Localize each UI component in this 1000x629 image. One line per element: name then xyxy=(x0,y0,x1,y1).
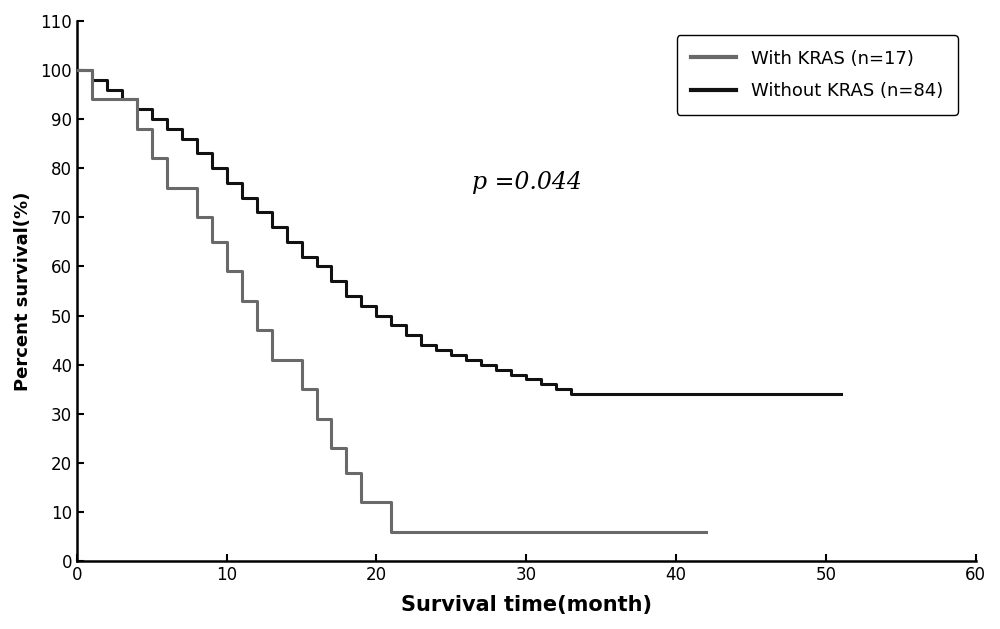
Without KRAS (n=84) xyxy=(415,342,427,349)
With KRAS (n=17) xyxy=(281,356,293,364)
With KRAS (n=17) xyxy=(146,155,158,162)
X-axis label: Survival time(month): Survival time(month) xyxy=(401,595,652,615)
Without KRAS (n=84) xyxy=(281,238,293,246)
Without KRAS (n=84) xyxy=(835,391,847,398)
Without KRAS (n=84) xyxy=(325,277,337,285)
With KRAS (n=17) xyxy=(176,184,188,192)
With KRAS (n=17) xyxy=(131,125,143,133)
Without KRAS (n=84) xyxy=(490,366,502,374)
Without KRAS (n=84) xyxy=(445,351,457,359)
Without KRAS (n=84) xyxy=(355,302,367,309)
Without KRAS (n=84) xyxy=(625,391,637,398)
Without KRAS (n=84) xyxy=(161,125,173,133)
With KRAS (n=17) xyxy=(311,415,323,423)
Without KRAS (n=84) xyxy=(236,194,248,201)
With KRAS (n=17) xyxy=(266,356,278,364)
With KRAS (n=17) xyxy=(221,267,233,275)
Without KRAS (n=84) xyxy=(206,164,218,172)
With KRAS (n=17) xyxy=(325,445,337,452)
With KRAS (n=17) xyxy=(445,528,457,535)
With KRAS (n=17) xyxy=(251,326,263,334)
Without KRAS (n=84) xyxy=(101,86,113,94)
With KRAS (n=17) xyxy=(355,498,367,506)
Without KRAS (n=84) xyxy=(565,391,577,398)
Y-axis label: Percent survival(%): Percent survival(%) xyxy=(14,191,32,391)
Line: With KRAS (n=17): With KRAS (n=17) xyxy=(77,70,706,532)
Legend: With KRAS (n=17), Without KRAS (n=84): With KRAS (n=17), Without KRAS (n=84) xyxy=(677,35,958,114)
With KRAS (n=17) xyxy=(385,528,397,535)
With KRAS (n=17) xyxy=(71,66,83,74)
With KRAS (n=17) xyxy=(340,469,352,477)
Without KRAS (n=84) xyxy=(340,292,352,299)
Without KRAS (n=84) xyxy=(550,386,562,393)
With KRAS (n=17) xyxy=(700,528,712,535)
With KRAS (n=17) xyxy=(206,238,218,246)
Without KRAS (n=84) xyxy=(71,66,83,74)
Without KRAS (n=84) xyxy=(221,179,233,187)
Without KRAS (n=84) xyxy=(430,346,442,353)
With KRAS (n=17) xyxy=(400,528,412,535)
Line: Without KRAS (n=84): Without KRAS (n=84) xyxy=(77,70,841,394)
Without KRAS (n=84) xyxy=(520,376,532,383)
Without KRAS (n=84) xyxy=(131,106,143,113)
Without KRAS (n=84) xyxy=(610,391,622,398)
Without KRAS (n=84) xyxy=(700,391,712,398)
With KRAS (n=17) xyxy=(101,96,113,103)
Without KRAS (n=84) xyxy=(266,223,278,231)
Without KRAS (n=84) xyxy=(176,135,188,143)
Without KRAS (n=84) xyxy=(535,381,547,388)
Without KRAS (n=84) xyxy=(670,391,682,398)
With KRAS (n=17) xyxy=(415,528,427,535)
Without KRAS (n=84) xyxy=(505,370,517,378)
With KRAS (n=17) xyxy=(296,386,308,393)
Without KRAS (n=84) xyxy=(655,391,667,398)
With KRAS (n=17) xyxy=(191,214,203,221)
Without KRAS (n=84) xyxy=(370,312,382,320)
With KRAS (n=17) xyxy=(86,96,98,103)
Without KRAS (n=84) xyxy=(146,115,158,123)
Without KRAS (n=84) xyxy=(311,263,323,270)
With KRAS (n=17) xyxy=(161,184,173,192)
Without KRAS (n=84) xyxy=(580,391,592,398)
Without KRAS (n=84) xyxy=(191,150,203,157)
Without KRAS (n=84) xyxy=(595,391,607,398)
Without KRAS (n=84) xyxy=(460,356,472,364)
Without KRAS (n=84) xyxy=(640,391,652,398)
Without KRAS (n=84) xyxy=(400,331,412,339)
With KRAS (n=17) xyxy=(430,528,442,535)
Without KRAS (n=84) xyxy=(385,321,397,329)
Without KRAS (n=84) xyxy=(251,209,263,216)
Without KRAS (n=84) xyxy=(86,76,98,84)
Without KRAS (n=84) xyxy=(685,391,697,398)
Without KRAS (n=84) xyxy=(475,361,487,369)
With KRAS (n=17) xyxy=(236,297,248,304)
With KRAS (n=17) xyxy=(370,498,382,506)
Without KRAS (n=84) xyxy=(296,253,308,260)
Text: p =0.044: p =0.044 xyxy=(472,172,582,194)
Without KRAS (n=84) xyxy=(116,96,128,103)
With KRAS (n=17) xyxy=(116,96,128,103)
